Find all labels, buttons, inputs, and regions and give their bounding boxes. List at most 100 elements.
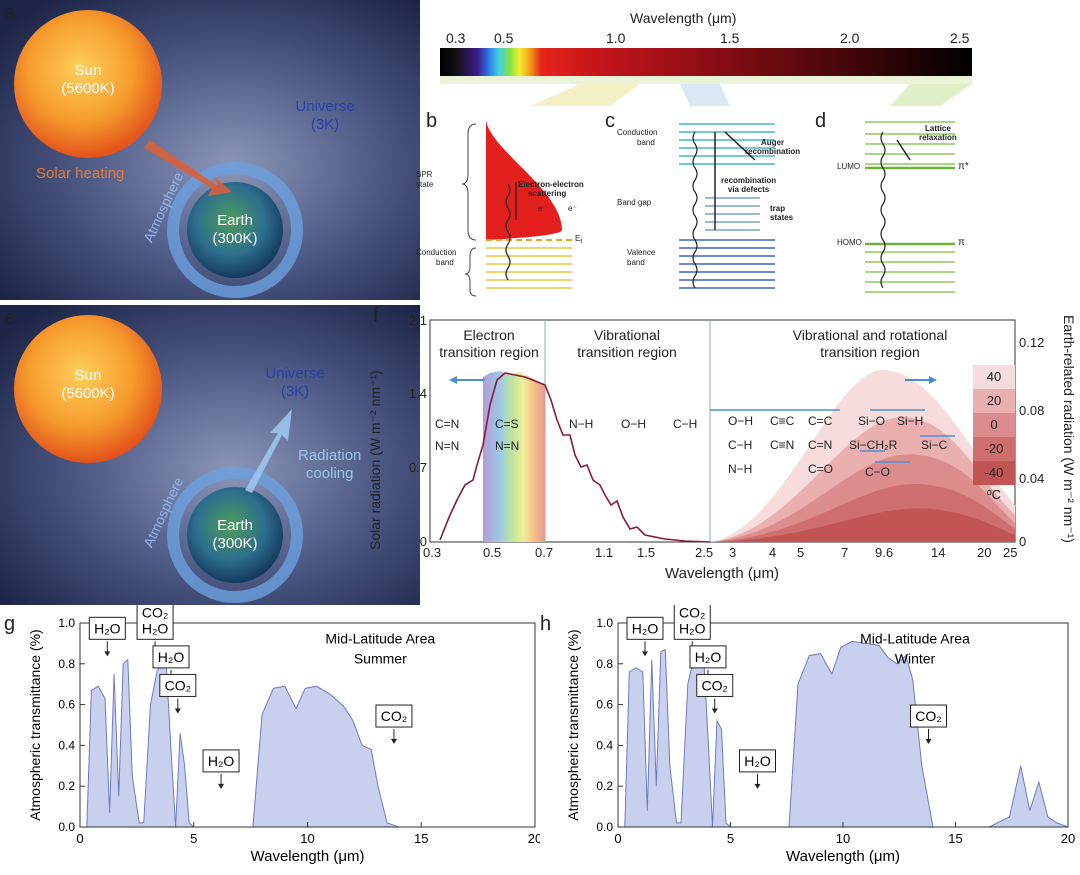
solar-heating-arrow: [144, 140, 232, 196]
x-tick-label: 0: [614, 831, 621, 846]
x-tick-label: 15: [414, 831, 428, 846]
sun-temp: (5600K): [61, 80, 115, 97]
transmittance-chart-winter: 0.0 0.2 0.4 0.6 0.8 1.0 0 5 10 15 20 Wavelength (μm…: [565, 605, 1075, 865]
region-3-line2: transition region: [820, 344, 920, 360]
earth-label: Earth (300K): [198, 517, 272, 553]
bond-label: C=N: [435, 417, 460, 431]
earth-temp: (300K): [212, 230, 258, 247]
universe-label: Universe (3K): [285, 98, 365, 134]
panel-c-diagram: [679, 123, 775, 289]
earth-temp: (300K): [212, 535, 258, 552]
region-3-line1: Vibrational and rotational: [792, 327, 948, 343]
legend-20: 20: [973, 389, 1015, 413]
f-ytick-left: 1.4: [408, 386, 427, 401]
bond-label: C−H: [673, 417, 698, 431]
c-cb-line1: Conduction: [617, 128, 658, 137]
panel-d: d Lattice relaxation LUMO π* HOMO π: [815, 110, 995, 305]
bond-label: C=N: [808, 438, 833, 452]
lattice-line2: relaxation: [919, 133, 957, 142]
earth-name: Earth: [217, 517, 253, 534]
svg-text:CO₂: CO₂: [915, 708, 941, 724]
universe-name: Universe: [295, 98, 355, 115]
f-xtick: 3: [729, 545, 737, 560]
f-xtick: 4: [769, 545, 777, 560]
f-xtick: 20: [977, 545, 992, 560]
transmittance-chart-summer: 0.0 0.2 0.4 0.6 0.8 1.0 0 5 10 15 20 Wavelength (μm…: [27, 605, 540, 865]
annotation-ho: H₂O: [689, 645, 727, 685]
panel-label-a: a: [4, 2, 16, 24]
annotation-co: CO₂: [375, 704, 413, 745]
f-xtick: 2.5: [695, 545, 714, 560]
y-tick-label: 0.6: [58, 698, 75, 712]
panel-label-f: f: [373, 305, 379, 327]
earth-curve-m40C: [710, 508, 1015, 542]
region-arrows: [449, 376, 937, 384]
spectrum-tick-5: 2.5: [950, 30, 970, 46]
universe-name: Universe: [265, 365, 325, 382]
spectrum-tick-0: 0.3: [446, 30, 466, 46]
y-axis-label: Atmospheric transmittance (%): [565, 629, 581, 820]
sun-icon: [14, 10, 162, 158]
f-xlabel: Wavelength (μm): [665, 565, 779, 582]
rec-line2: via defects: [727, 185, 770, 194]
y-tick-label: 0.2: [58, 779, 75, 793]
pi-star-label: π*: [958, 161, 969, 172]
panel-d-diagram: [865, 121, 955, 293]
annotation-co: CO₂: [910, 704, 947, 745]
svg-text:H₂O: H₂O: [208, 753, 235, 769]
f-xtick: 7: [841, 545, 849, 560]
y-tick-label: 0.8: [58, 657, 75, 671]
panel-e-illustration: [0, 305, 420, 605]
panel-e: e Sun (5600K) Universe (3K) Radiation co…: [0, 305, 420, 605]
svg-text:CO₂: CO₂: [702, 677, 728, 693]
chart-title: Mid-Latitude Area: [860, 630, 970, 646]
f-ytick-left: 2.1: [408, 313, 427, 328]
x-tick-label: 5: [190, 831, 197, 846]
region-3-label: Vibrational and rotational transition re…: [765, 327, 975, 361]
panel-label-c: c: [605, 110, 615, 132]
x-tick-label: 20: [1061, 831, 1075, 846]
cb-label-line2: band: [436, 258, 454, 267]
auger-label: Auger recombination: [745, 138, 800, 156]
f-ytick-right: 0.12: [1019, 335, 1045, 350]
legend-m20: -20: [973, 437, 1015, 461]
x-tick-label: 5: [727, 831, 734, 846]
panel-a-illustration: [0, 0, 420, 300]
pi-label: π: [958, 237, 965, 248]
annotation-co: CO₂: [159, 673, 197, 714]
spr-label: SPR state: [416, 170, 433, 190]
solar-heating-label: Solar heating: [36, 165, 125, 182]
vb-line2: band: [627, 258, 645, 267]
f-ylabel-right: Earth-related radiation (W m⁻² nm⁻¹): [1061, 315, 1077, 543]
f-xtick: 9.6: [875, 545, 894, 560]
bond-label: Si−H: [897, 414, 924, 428]
c-cb-line2: band: [637, 138, 655, 147]
spectrum-tick-4: 2.0: [840, 30, 860, 46]
spectrum-bar-panel: Wavelength (μm) 0.3 0.5 1.0 1.5 2.0 2.5: [440, 8, 980, 108]
legend-40: 40: [973, 365, 1015, 389]
sun-name: Sun: [74, 62, 102, 79]
electron-left: e⁻: [538, 204, 547, 213]
fermi-sub: f: [580, 239, 583, 246]
f-ytick-right: 0.04: [1019, 471, 1045, 486]
region-2-line2: transition region: [577, 344, 677, 360]
panel-h: h 0.0 0.2 0.4 0.6 0.8 1.0 0 5 10 15 20 Wavelength (…: [540, 605, 1080, 875]
annotation-co: CO₂: [696, 673, 734, 714]
f-ytick-left: 0.7: [408, 460, 427, 475]
conduction-band-label: Conduction band: [416, 248, 456, 268]
ee-label-line1: Electron-electron: [518, 180, 584, 189]
x-axis-label: Wavelength (μm): [786, 848, 900, 865]
solar-spectrum-line: [439, 372, 711, 543]
radiation-cooling-label: Radiation cooling: [298, 447, 361, 483]
y-tick-label: 0.8: [596, 657, 613, 671]
legend-m40: -40: [973, 461, 1015, 485]
bond-label: N=N: [435, 439, 460, 453]
legend-0: 0: [973, 413, 1015, 437]
svg-text:H₂O: H₂O: [632, 620, 659, 636]
universe-label: Universe (3K): [255, 365, 335, 401]
annotation-ho: H₂O: [626, 616, 664, 657]
panel-a: a Sun (5600K) Universe (3K) Solar heatin…: [0, 0, 420, 300]
region-1-line2: transition region: [439, 344, 539, 360]
electron-right: e⁻: [568, 204, 577, 213]
